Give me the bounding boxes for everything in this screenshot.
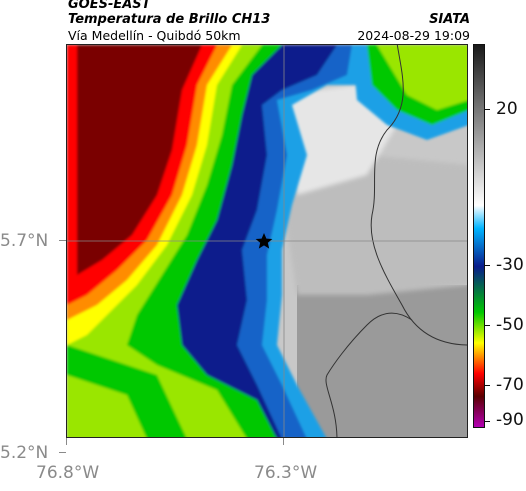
- light-grey-patch: [282, 155, 467, 295]
- star-icon: [255, 233, 273, 249]
- cb-tick-20: [485, 109, 490, 110]
- river-line: [325, 312, 413, 437]
- white-patch: [277, 85, 397, 195]
- lon-label-76-3: 76.3°W: [254, 463, 318, 483]
- header-title: GOES-EAST: [68, 0, 151, 12]
- cb-tick-m70: [485, 385, 490, 386]
- lat-label-5-2: 5.2°N: [0, 443, 49, 463]
- lon-tick-76-8: [66, 438, 67, 445]
- header-timestamp: 2024-08-29 19:09: [357, 28, 470, 43]
- border-line: [370, 45, 467, 346]
- cb-tick-m50: [485, 325, 490, 326]
- cb-tick-m90: [485, 421, 490, 422]
- header-location: Vía Medellín - Quibdó 50km: [68, 28, 241, 43]
- colorbar: [473, 44, 485, 428]
- lat-tick-5-2: [59, 452, 66, 453]
- temperature-map: [66, 44, 468, 438]
- cb-label-m70: -70: [496, 375, 524, 395]
- cb-label-m50: -50: [496, 315, 524, 335]
- header-source: SIATA: [429, 12, 470, 27]
- lat-label-5-7: 5.7°N: [0, 231, 49, 251]
- map-canvas: [67, 45, 467, 437]
- lowland-grey-region: [297, 285, 467, 437]
- cb-label-20: 20: [496, 99, 518, 119]
- cb-tick-m30: [485, 265, 490, 266]
- lon-tick-76-3: [283, 438, 284, 445]
- header-subtitle: Temperatura de Brillo CH13: [68, 12, 271, 27]
- lat-tick-5-7: [59, 240, 66, 241]
- lon-label-76-8: 76.8°W: [36, 463, 100, 483]
- cb-label-m90: -90: [496, 410, 524, 430]
- cb-label-m30: -30: [496, 255, 524, 275]
